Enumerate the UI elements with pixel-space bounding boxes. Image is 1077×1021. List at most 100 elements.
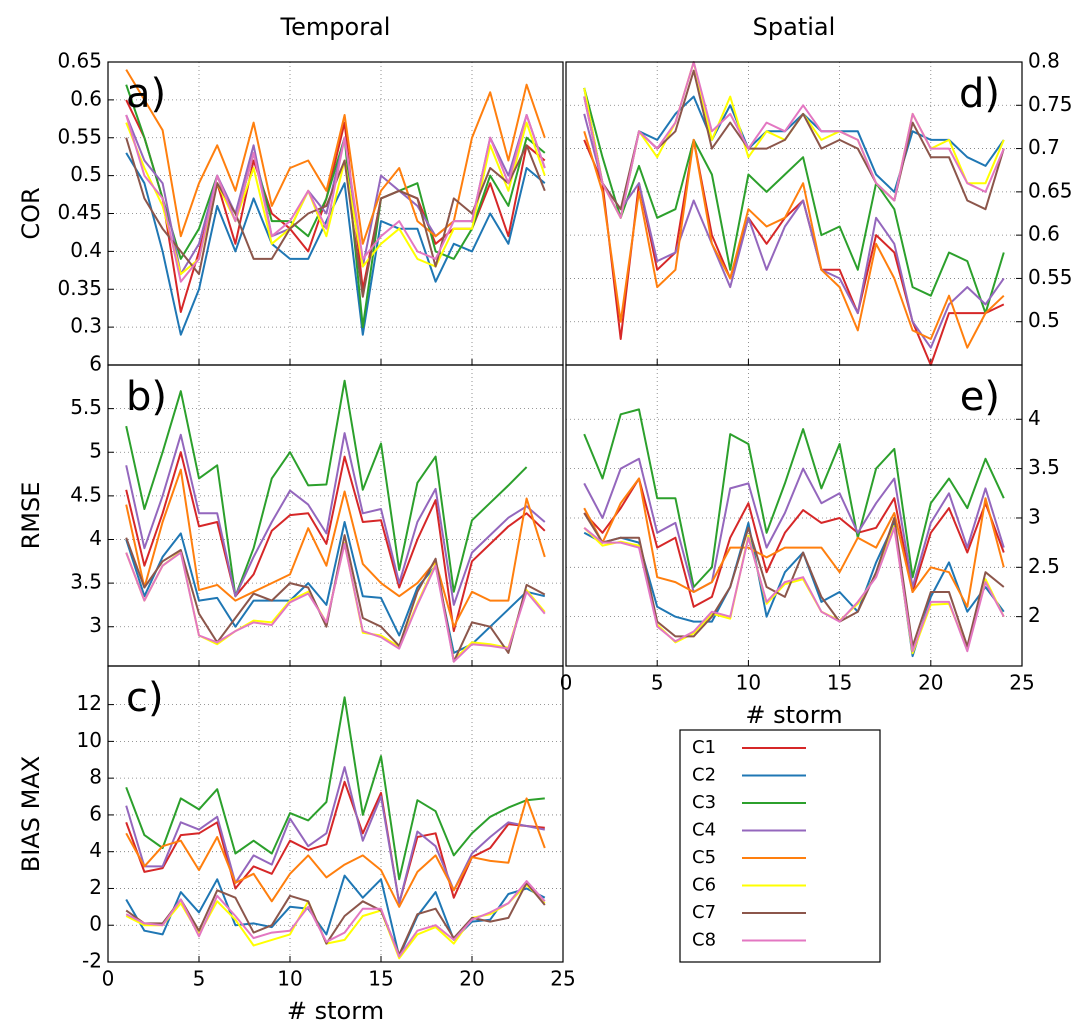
plot-frame — [107, 364, 564, 667]
x-tick-label: 5 — [193, 967, 206, 991]
plot-frame — [565, 364, 1023, 667]
y-tick-label: 3 — [1028, 504, 1041, 528]
series-line — [125, 451, 546, 633]
panel-label: b) — [126, 374, 167, 420]
y-tick-label: 4 — [89, 838, 102, 862]
y-tick-label: 0.6 — [1028, 222, 1060, 246]
y-tick-label: 0.55 — [1028, 265, 1073, 289]
y-tick-label: 12 — [77, 691, 102, 715]
y-tick-label: 0.45 — [57, 200, 102, 224]
y-tick-label: 5 — [89, 439, 102, 463]
legend-box — [679, 729, 881, 963]
x-tick-label: 0 — [560, 671, 573, 695]
y-tick-label: 10 — [77, 728, 102, 752]
y-tick-label: 0.65 — [1028, 178, 1073, 202]
series-line — [125, 874, 546, 958]
y-tick-label: 0.5 — [1028, 308, 1060, 332]
x-tick-label: 25 — [550, 967, 575, 991]
series-line — [125, 69, 546, 245]
y-tick-label: 0 — [89, 912, 102, 936]
column-title: Spatial — [753, 13, 836, 41]
series-line — [583, 131, 1005, 349]
series-line — [583, 512, 1005, 648]
y-tick-label: 0.65 — [57, 49, 102, 73]
y-tick-label: 8 — [89, 765, 102, 789]
legend-label: C3 — [692, 792, 716, 813]
series-line — [125, 432, 546, 606]
legend-label: C5 — [692, 847, 716, 868]
x-axis-label: # storm — [287, 997, 384, 1021]
series-line — [583, 138, 1005, 366]
series-line — [125, 379, 528, 598]
series-line — [583, 408, 1005, 588]
series-line — [125, 766, 545, 905]
y-tick-label: 3.5 — [1028, 455, 1060, 479]
x-tick-label: 10 — [736, 671, 761, 695]
y-axis-label: RMSE — [17, 482, 45, 550]
series-line — [583, 61, 1005, 219]
legend-label: C6 — [692, 875, 716, 896]
y-tick-label: 2.5 — [1028, 554, 1060, 578]
y-axis-label: BIAS MAX — [17, 756, 45, 872]
y-tick-label: 0.7 — [1028, 135, 1060, 159]
x-tick-label: 15 — [827, 671, 852, 695]
series-line — [125, 84, 546, 329]
y-tick-label: 6 — [89, 352, 102, 376]
series-line — [125, 797, 546, 908]
y-tick-label: 3 — [89, 613, 102, 637]
y-tick-label: 0.4 — [70, 238, 102, 262]
y-tick-label: 0.75 — [1028, 92, 1073, 116]
x-tick-label: 20 — [918, 671, 943, 695]
panel-label: a) — [126, 71, 166, 117]
series-line — [125, 468, 546, 628]
y-tick-label: 4 — [89, 526, 102, 550]
legend-label: C4 — [692, 820, 716, 841]
x-tick-label: 0 — [102, 967, 115, 991]
series-line — [583, 524, 1005, 655]
legend-label: C7 — [692, 902, 716, 923]
y-axis-label: COR — [17, 187, 45, 239]
y-tick-label: 5.5 — [70, 395, 102, 419]
series-line — [583, 477, 1005, 608]
series-line — [583, 477, 1005, 608]
series-line — [125, 542, 546, 663]
panel-label: c) — [126, 675, 164, 721]
x-tick-label: 25 — [1009, 671, 1034, 695]
panel-label: e) — [960, 374, 1000, 420]
y-tick-label: 0.8 — [1028, 49, 1060, 73]
series-line — [125, 114, 546, 283]
plot-frame — [107, 665, 564, 963]
x-tick-label: 10 — [277, 967, 302, 991]
y-tick-label: 4 — [1028, 406, 1041, 430]
x-tick-label: 5 — [651, 671, 664, 695]
legend-label: C8 — [692, 930, 716, 951]
y-tick-label: 4.5 — [70, 482, 102, 506]
legend-label: C1 — [692, 737, 716, 758]
series-line — [583, 87, 1005, 219]
x-tick-label: 15 — [368, 967, 393, 991]
y-tick-label: -2 — [82, 949, 102, 973]
series-line — [125, 99, 546, 313]
series-line — [125, 880, 546, 958]
x-axis-label: # storm — [745, 701, 842, 729]
series-line — [583, 521, 1005, 658]
y-tick-label: 0.55 — [57, 124, 102, 148]
y-tick-label: 2 — [1028, 603, 1041, 627]
legend-label: C2 — [692, 765, 716, 786]
series-line — [583, 457, 1005, 593]
series-line — [125, 696, 545, 881]
series-line — [583, 113, 1005, 349]
series-line — [583, 87, 1005, 315]
y-tick-label: 2 — [89, 875, 102, 899]
panel-label: d) — [959, 71, 1000, 117]
series-line — [125, 521, 546, 654]
column-title: Temporal — [280, 13, 391, 41]
y-tick-label: 0.35 — [57, 276, 102, 300]
y-tick-label: 0.6 — [70, 86, 102, 110]
y-tick-label: 3.5 — [70, 570, 102, 594]
series-line — [125, 780, 545, 905]
y-tick-label: 6 — [89, 801, 102, 825]
y-tick-label: 0.5 — [70, 162, 102, 186]
